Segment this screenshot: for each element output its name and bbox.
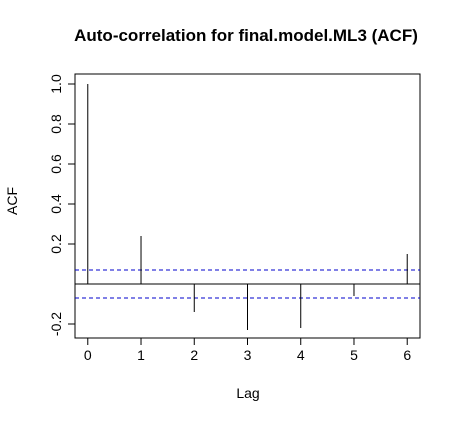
- x-tick-label-0: 0: [84, 347, 92, 363]
- chart-title: Auto-correlation for final.model.ML3 (AC…: [74, 26, 418, 45]
- x-tick-label-4: 4: [297, 347, 305, 363]
- y-tick-label-4: 0.8: [48, 114, 64, 134]
- y-tick-label-0: -0.2: [48, 312, 64, 336]
- plot-area: 0 1 2 3 4 5 6 -0.2 0.2 0.4 0.6 0.8 1.0: [48, 73, 421, 363]
- y-tick-label-5: 1.0: [48, 74, 64, 94]
- x-tick-label-3: 3: [244, 347, 252, 363]
- x-axis-label: Lag: [236, 385, 259, 401]
- y-tick-label-1: 0.2: [48, 234, 64, 254]
- y-tick-label-2: 0.4: [48, 194, 64, 214]
- x-tick-label-6: 6: [403, 347, 411, 363]
- x-tick-label-2: 2: [190, 347, 198, 363]
- y-axis-label: ACF: [4, 187, 20, 215]
- x-tick-label-1: 1: [137, 347, 145, 363]
- x-tick-label-5: 5: [350, 347, 358, 363]
- y-tick-label-3: 0.6: [48, 154, 64, 174]
